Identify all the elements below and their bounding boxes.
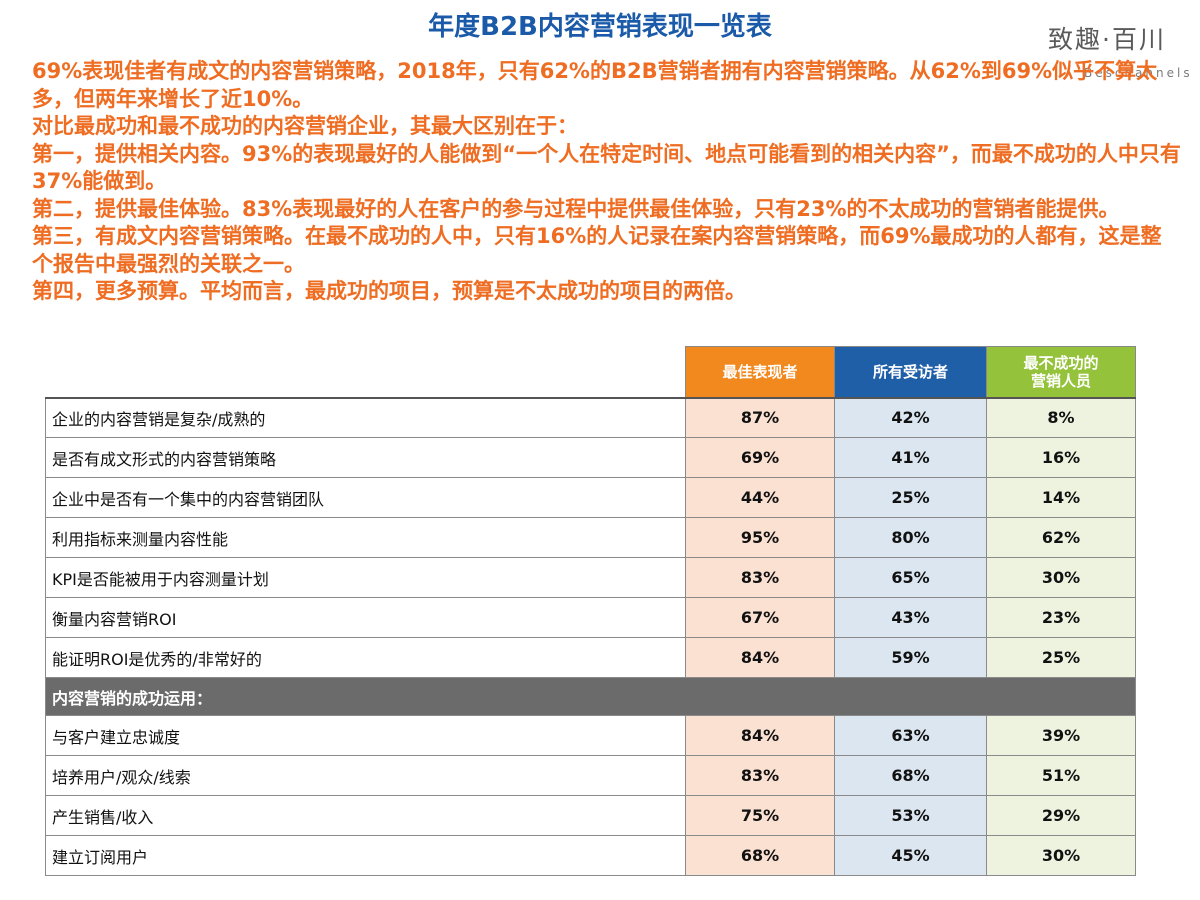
header-all-respondents: 所有受访者	[834, 346, 987, 398]
paragraph: 第四，更多预算。平均而言，最成功的项目，预算是不太成功的项目的两倍。	[32, 279, 746, 303]
cell-best: 69%	[685, 437, 835, 478]
table-row: 企业的内容营销是复杂/成熟的 87% 42% 8%	[45, 396, 1136, 438]
cell-best: 44%	[685, 477, 835, 518]
row-label: 建立订阅用户	[45, 835, 686, 876]
cell-all: 65%	[834, 557, 987, 598]
section-label: 内容营销的成功运用：	[45, 677, 1136, 716]
cell-best: 75%	[685, 795, 835, 836]
cell-best: 84%	[685, 715, 835, 756]
row-label: 是否有成文形式的内容营销策略	[45, 437, 686, 478]
cell-least: 25%	[986, 637, 1136, 678]
header-least-line1: 最不成功的	[1023, 353, 1099, 372]
cell-all: 42%	[834, 396, 987, 438]
row-label: 利用指标来测量内容性能	[45, 517, 686, 558]
table-row: 能证明ROI是优秀的/非常好的 84% 59% 25%	[45, 637, 1136, 678]
paragraph: 第二，提供最佳体验。83%表现最好的人在客户的参与过程中提供最佳体验，只有23%…	[32, 196, 1120, 221]
cell-least: 62%	[986, 517, 1136, 558]
cell-all: 25%	[834, 477, 987, 518]
cell-all: 68%	[834, 755, 987, 796]
table-row: 衡量内容营销ROI 67% 43% 23%	[45, 597, 1136, 638]
table-row: KPI是否能被用于内容测量计划 83% 65% 30%	[45, 557, 1136, 598]
header-least-successful: 最不成功的 营销人员	[986, 346, 1136, 398]
cell-all: 59%	[834, 637, 987, 678]
table-row: 企业中是否有一个集中的内容营销团队 44% 25% 14%	[45, 477, 1136, 518]
cell-all: 63%	[834, 715, 987, 756]
table-row: 建立订阅用户 68% 45% 30%	[45, 835, 1136, 876]
cell-best: 83%	[685, 557, 835, 598]
performance-table: 最佳表现者 所有受访者 最不成功的 营销人员 企业的内容营销是复杂/成熟的 87…	[45, 346, 1136, 876]
paragraph: 对比最成功和最不成功的内容营销企业，其最大区别在于：	[32, 114, 578, 138]
brand-logo: 致趣·百川 Beschannels	[1048, 25, 1198, 81]
cell-all: 43%	[834, 597, 987, 638]
table-row: 是否有成文形式的内容营销策略 69% 41% 16%	[45, 437, 1136, 478]
row-label: 企业的内容营销是复杂/成熟的	[45, 396, 686, 438]
cell-least: 39%	[986, 715, 1136, 756]
paragraph: 69%表现佳者有成文的内容营销策略，2018年，只有62%的B2B营销者拥有内容…	[32, 59, 1158, 111]
table-row: 与客户建立忠诚度 84% 63% 39%	[45, 715, 1136, 756]
row-label: 企业中是否有一个集中的内容营销团队	[45, 477, 686, 518]
logo-text: 致趣·百川	[1048, 25, 1166, 54]
table-row: 产生销售/收入 75% 53% 29%	[45, 795, 1136, 836]
cell-best: 68%	[685, 835, 835, 876]
summary-text: 69%表现佳者有成文的内容营销策略，2018年，只有62%的B2B营销者拥有内容…	[32, 58, 1182, 306]
paragraph: 第一，提供相关内容。93%的表现最好的人能做到“一个人在特定时间、地点可能看到的…	[32, 141, 1181, 194]
row-label: 与客户建立忠诚度	[45, 715, 686, 756]
cell-least: 29%	[986, 795, 1136, 836]
cell-best: 83%	[685, 755, 835, 796]
page-title: 年度B2B内容营销表现一览表	[428, 12, 772, 42]
cell-least: 14%	[986, 477, 1136, 518]
row-label: 产生销售/收入	[45, 795, 686, 836]
cell-all: 53%	[834, 795, 987, 836]
row-label: 培养用户/观众/线索	[45, 755, 686, 796]
section-header-row: 内容营销的成功运用：	[45, 677, 1136, 716]
logo-subtext: Beschannels	[1084, 66, 1193, 80]
cell-least: 30%	[986, 835, 1136, 876]
cell-all: 80%	[834, 517, 987, 558]
cell-least: 51%	[986, 755, 1136, 796]
cell-all: 45%	[834, 835, 987, 876]
cell-best: 95%	[685, 517, 835, 558]
paragraph: 第三，有成文内容营销策略。在最不成功的人中，只有16%的人记录在案内容营销策略，…	[32, 224, 1162, 276]
cell-least: 16%	[986, 437, 1136, 478]
row-label: 能证明ROI是优秀的/非常好的	[45, 637, 686, 678]
row-label: KPI是否能被用于内容测量计划	[45, 557, 686, 598]
table-row: 培养用户/观众/线索 83% 68% 51%	[45, 755, 1136, 796]
table-header-row: 最佳表现者 所有受访者 最不成功的 营销人员	[46, 346, 1136, 398]
cell-least: 8%	[986, 396, 1136, 438]
header-least-line2: 营销人员	[1030, 371, 1091, 390]
header-spacer	[46, 347, 686, 398]
cell-least: 30%	[986, 557, 1136, 598]
cell-best: 67%	[685, 597, 835, 638]
cell-best: 84%	[685, 637, 835, 678]
cell-least: 23%	[986, 597, 1136, 638]
header-best-performers: 最佳表现者	[685, 346, 835, 398]
table-row: 利用指标来测量内容性能 95% 80% 62%	[45, 517, 1136, 558]
cell-best: 87%	[685, 396, 835, 438]
row-label: 衡量内容营销ROI	[45, 597, 686, 638]
cell-all: 41%	[834, 437, 987, 478]
